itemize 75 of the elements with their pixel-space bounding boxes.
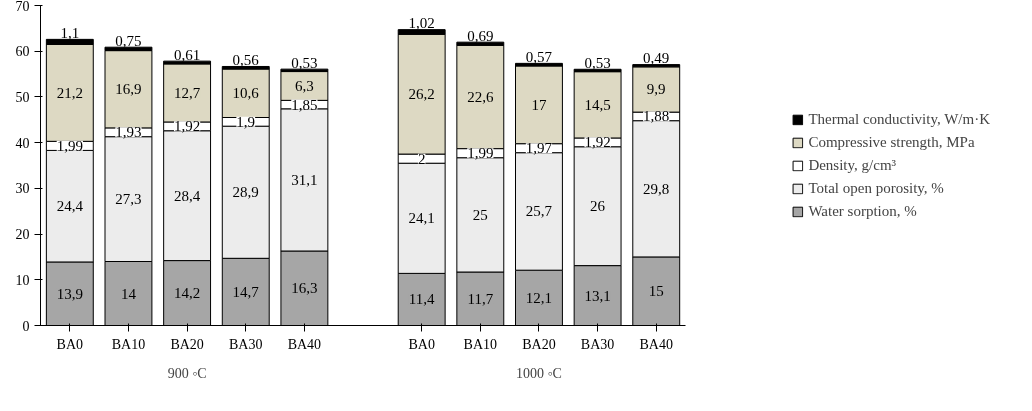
- data-label: 0,49: [643, 50, 670, 67]
- data-label: 9,9: [646, 81, 666, 98]
- data-label: 0,57: [525, 49, 553, 65]
- x-tick-label: BA0: [408, 336, 435, 352]
- x-tick-label: BA10: [111, 336, 146, 352]
- data-label: 1,92: [173, 118, 201, 135]
- data-label: 16,9: [115, 81, 142, 98]
- data-label: 0,56: [232, 52, 260, 69]
- data-label: 1,02: [408, 15, 435, 32]
- data-label: 1,99: [467, 145, 494, 162]
- legend-label: Compressive strength, MPa: [808, 133, 975, 151]
- data-label: 24,4: [56, 198, 84, 215]
- data-label: 26: [590, 198, 606, 215]
- y-tick-label: 0: [22, 318, 30, 334]
- data-label: 1,99: [56, 137, 83, 154]
- data-label: 21,2: [56, 84, 83, 101]
- text: 900 ◦C: [167, 365, 207, 381]
- data-label: 15: [648, 283, 664, 300]
- data-label: 28,9: [232, 184, 259, 201]
- data-label: 11,4: [408, 291, 436, 308]
- x-tick-label: BA20: [170, 336, 204, 352]
- y-tick-label: 30: [15, 181, 30, 197]
- data-label: 1,93: [115, 124, 142, 141]
- data-label: 26,2: [408, 86, 435, 103]
- data-label: 16,3: [291, 280, 318, 297]
- y-tick-label: 50: [15, 89, 30, 105]
- data-label: 0,69: [467, 27, 494, 44]
- data-label: 25,7: [525, 203, 553, 220]
- data-label: 1,92: [584, 134, 611, 151]
- y-tick-label: 60: [15, 44, 30, 60]
- x-tick-label: BA40: [287, 336, 322, 352]
- data-label: 25: [472, 206, 488, 223]
- data-label: 0,53: [291, 54, 318, 71]
- data-label: 27,3: [115, 191, 142, 208]
- legend-label: Density, g/cm³: [808, 156, 897, 174]
- y-tick-label: 20: [15, 227, 30, 243]
- data-label: 12,1: [525, 289, 553, 306]
- x-tick-label: BA30: [229, 336, 263, 352]
- data-label: 13,1: [584, 287, 611, 304]
- data-label: 14: [120, 285, 137, 302]
- data-label: 31,1: [291, 171, 318, 188]
- y-tick-label: 10: [15, 272, 30, 288]
- data-label: 13,9: [56, 285, 83, 302]
- data-label: 22,6: [467, 88, 494, 105]
- legend-label: Thermal conductivity, W/m·K: [808, 110, 990, 128]
- data-label: 10,6: [232, 85, 260, 102]
- data-label: 1,88: [643, 108, 670, 125]
- data-label: 2: [417, 150, 426, 167]
- y-tick-label: 40: [15, 135, 30, 151]
- data-label: 17: [531, 96, 547, 113]
- x-tick-label: BA0: [56, 336, 84, 352]
- data-label: 1,85: [291, 96, 318, 113]
- data-label: 29,8: [643, 180, 670, 197]
- data-label: 14,7: [232, 283, 260, 300]
- data-label: 1,9: [236, 113, 256, 130]
- x-tick-label: BA40: [639, 336, 673, 352]
- x-tick-label: BA10: [463, 336, 498, 352]
- data-label: 6,3: [295, 77, 314, 94]
- data-label: 1,97: [525, 140, 553, 157]
- y-tick-label: 70: [15, 0, 30, 14]
- x-tick-label: BA30: [580, 336, 615, 352]
- data-label: 1,1: [60, 25, 80, 41]
- data-label: 14,5: [584, 96, 611, 113]
- data-label: 11,7: [467, 290, 494, 307]
- x-tick-label: BA20: [522, 336, 556, 352]
- text: 1000 ◦C: [516, 365, 562, 381]
- data-label: 0,53: [584, 54, 611, 71]
- legend-label: Water sorption, %: [808, 202, 917, 220]
- data-label: 0,75: [115, 32, 142, 49]
- data-label: 28,4: [173, 187, 201, 204]
- data-label: 14,2: [173, 285, 201, 302]
- data-label: 12,7: [173, 84, 201, 101]
- data-label: 24,1: [408, 210, 435, 227]
- legend-label: Total open porosity, %: [808, 179, 944, 197]
- data-label: 0,61: [173, 46, 201, 63]
